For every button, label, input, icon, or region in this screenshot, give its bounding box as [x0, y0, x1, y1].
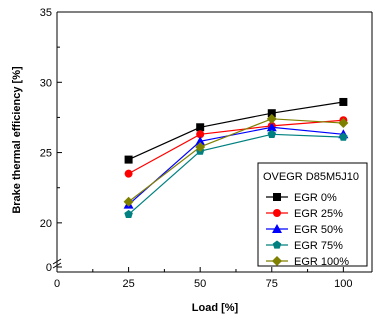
x-tick-label: 0: [54, 278, 60, 290]
series-line: [128, 126, 344, 206]
marker-square: [267, 109, 276, 118]
marker-square: [124, 155, 133, 164]
marker-pentagon: [124, 209, 133, 219]
marker-square: [339, 97, 348, 106]
axis-break-mark: [52, 262, 62, 269]
x-axis-label: Load [%]: [192, 302, 239, 314]
marker-square: [273, 193, 281, 201]
series-layer: [123, 97, 349, 219]
legend-label: EGR 25%: [294, 208, 343, 220]
marker-square: [196, 123, 205, 132]
marker-diamond: [123, 196, 134, 207]
marker-triangle: [272, 224, 282, 233]
y-axis-label: Brake thermal efficiency [%]: [11, 66, 23, 214]
x-tick-label: 25: [122, 278, 134, 290]
x-tick-label: 50: [194, 278, 206, 290]
marker-diamond: [338, 118, 349, 129]
axes: 0 20 25 30 35 0 25 50 75 100: [40, 7, 373, 290]
marker-triangle: [195, 136, 206, 146]
legend-label: EGR 75%: [294, 240, 343, 252]
marker-diamond: [266, 113, 277, 124]
marker-diamond: [272, 256, 282, 266]
series-line: [128, 118, 344, 203]
x-tick-label: 100: [334, 278, 352, 290]
series-egr-75: [124, 129, 348, 219]
series-line: [128, 101, 344, 161]
legend-title: OVEGR D85M5J10: [263, 171, 359, 183]
marker-triangle: [266, 122, 277, 132]
series-egr-100: [123, 113, 349, 207]
x-tick-label: 75: [266, 278, 278, 290]
marker-circle: [273, 209, 281, 217]
legend-label: EGR 100%: [294, 256, 349, 268]
series-egr-0: [124, 97, 348, 164]
legend-label: EGR 0%: [294, 192, 337, 204]
legend: OVEGR D85M5J10 EGR 0% EGR 25% EGR 50% EGR 75…: [257, 162, 368, 268]
y-tick-label: 20: [40, 218, 52, 230]
axis-break-mark: [52, 258, 62, 265]
marker-diamond: [195, 141, 206, 152]
y-tick-label: 35: [40, 7, 52, 19]
marker-pentagon: [339, 132, 348, 141]
marker-circle: [196, 130, 205, 139]
series-line: [128, 133, 344, 215]
marker-pentagon: [267, 129, 277, 138]
legend-label: EGR 50%: [294, 224, 343, 236]
marker-pentagon: [272, 240, 282, 249]
marker-circle: [124, 169, 133, 178]
y-tick-label: 0: [46, 262, 52, 274]
y-tick-label: 25: [40, 148, 52, 160]
y-tick-label: 30: [40, 77, 52, 89]
series-line: [128, 119, 344, 175]
